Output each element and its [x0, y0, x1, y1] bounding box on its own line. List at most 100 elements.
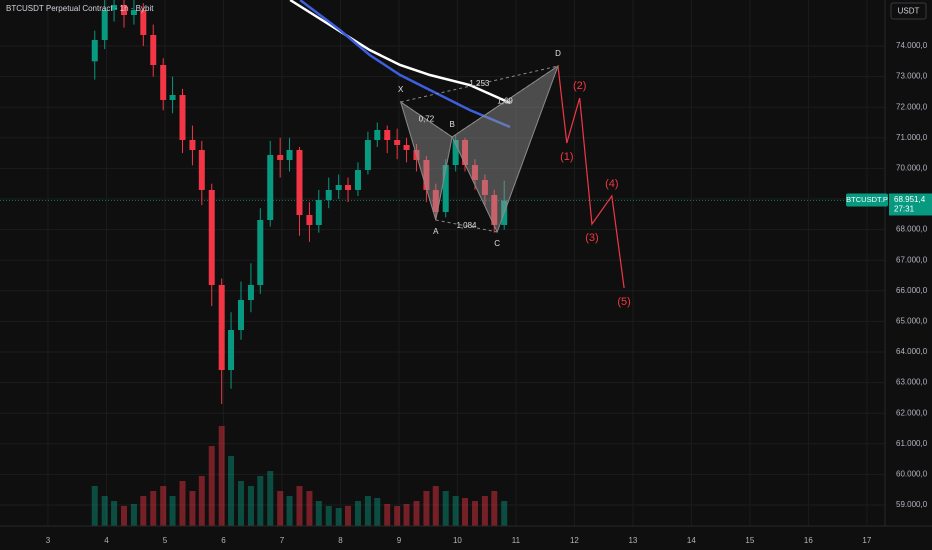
candle-body [452, 139, 459, 166]
volume-bar [91, 486, 98, 526]
pattern-point-label: B [449, 120, 454, 129]
x-tick-label: 12 [570, 536, 579, 545]
volume-bar [189, 491, 196, 526]
candle-body [277, 154, 284, 160]
chart-title: BTCUSDT Perpetual Contract · 1h · Bybit [6, 4, 154, 13]
volume-bar [150, 491, 157, 526]
candle-body [374, 129, 381, 140]
volume-bar [218, 426, 225, 526]
candle-body [198, 150, 205, 191]
price-box [889, 193, 932, 216]
volume-bar [471, 501, 478, 526]
volume-bar [228, 456, 235, 526]
currency-label[interactable]: USDT [898, 7, 920, 16]
candle-body [423, 160, 430, 191]
volume-bar [354, 501, 361, 526]
ratio-label: 1,69 [497, 97, 513, 106]
x-tick-label: 15 [745, 536, 754, 545]
volume-bar [237, 481, 244, 526]
wave-path [557, 65, 625, 289]
candle-body [121, 4, 128, 15]
volume-bar [315, 501, 322, 526]
candle-body [491, 194, 498, 226]
volume-bar [335, 508, 342, 526]
y-tick-label: 65.000,0 [896, 317, 928, 326]
volume-bar [169, 496, 176, 526]
candle-body [111, 4, 118, 11]
axes: 59.000,0 60.000,0 61.000,0 62.000,0 63.000,0… [46, 41, 932, 545]
symbol-box [846, 193, 888, 207]
candle-body [354, 169, 361, 191]
candle-body [218, 284, 225, 370]
last-price-label: 68.951,4 [894, 195, 926, 204]
volume-bar [364, 496, 371, 526]
x-tick-label: 13 [628, 536, 637, 545]
ratio-label: 1,253 [469, 79, 490, 88]
candle-body [394, 139, 401, 145]
x-tick-label: 7 [280, 536, 285, 545]
x-tick-label: 5 [163, 536, 168, 545]
candle-body [325, 190, 332, 201]
volume-bar [130, 504, 137, 526]
ratio-line [435, 219, 498, 233]
candle-body [101, 10, 108, 40]
volume-bar [413, 501, 420, 526]
candle-body [286, 150, 293, 160]
volume-bar [179, 481, 186, 526]
volume-bar [345, 506, 352, 526]
candle-body [384, 129, 391, 140]
y-tick-label: 72.000,0 [896, 102, 928, 111]
y-tick-label: 63.000,0 [896, 378, 928, 387]
volume-bar [257, 476, 264, 526]
ratio-line [400, 101, 453, 138]
volume-bar [247, 486, 254, 526]
wave-label: (4) [605, 178, 618, 190]
volume-bar [198, 476, 205, 526]
y-tick-label: 71.000,0 [896, 133, 928, 142]
candle-body [335, 185, 342, 191]
candle-body [481, 179, 488, 195]
pattern-point-label: C [494, 239, 500, 248]
candle-body [471, 165, 478, 180]
currency-box[interactable] [890, 2, 927, 20]
y-tick-label: 73.000,0 [896, 72, 928, 81]
volume-bar [306, 491, 313, 526]
y-tick-label: 64.000,0 [896, 347, 928, 356]
wave-label: (1) [560, 151, 573, 163]
y-tick-label: 59.000,0 [896, 500, 928, 509]
wave-label: (3) [585, 232, 598, 244]
y-tick-label: 74.000,0 [896, 41, 928, 50]
volume-bar [432, 486, 439, 526]
x-tick-label: 9 [397, 536, 402, 545]
volume-bar [403, 504, 410, 526]
candle-body [150, 35, 157, 65]
candle-body [169, 94, 176, 101]
pattern-point-label: X [398, 85, 404, 94]
volume-bar [442, 491, 449, 526]
y-tick-label: 68.000,0 [896, 225, 928, 234]
y-tick-label: 61.000,0 [896, 439, 928, 448]
candle-body [257, 219, 264, 285]
volume-bar [121, 506, 128, 526]
candle-body [208, 190, 215, 285]
candle-body [91, 39, 98, 62]
symbol-label: BTCUSDT.P [846, 195, 888, 204]
x-tick-label: 3 [46, 536, 51, 545]
ratio-label: 1,084 [456, 221, 477, 230]
candle-body [237, 299, 244, 331]
volume-bar [452, 496, 459, 526]
moving-average [289, 0, 511, 105]
pattern-point-label: D [555, 49, 561, 58]
candle-body [364, 139, 371, 170]
volume-bar [160, 486, 167, 526]
ratio-line [400, 65, 559, 103]
volume-bar [277, 491, 284, 526]
volume-bar [111, 501, 118, 526]
x-tick-label: 11 [512, 536, 521, 545]
x-tick-label: 8 [338, 536, 343, 545]
annotation-layer: 0,72 1,084 1,253 1,69 X A B C D (1) (2) (3) (4) (5) [289, 0, 631, 308]
x-tick-label: 14 [687, 536, 696, 545]
